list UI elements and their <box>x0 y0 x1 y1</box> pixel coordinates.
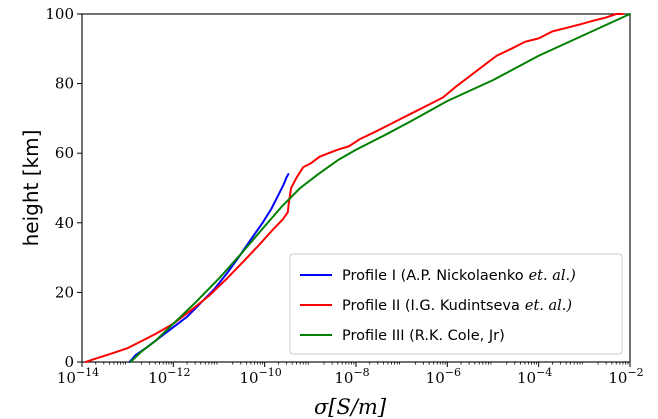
y-axis-ticks: 0 20 40 60 80 100 <box>45 5 82 371</box>
x-tick-base: 10 <box>57 369 76 387</box>
legend-entry-suffix: et. al.) <box>525 298 572 314</box>
y-axis-label: height [km] <box>19 130 43 247</box>
legend-entry-name: Profile II (I.G. Kudintseva <box>342 298 520 314</box>
series-layer <box>84 13 631 363</box>
legend-box <box>289 253 623 355</box>
y-tick-label: 100 <box>45 5 74 23</box>
x-tick-label: 10−14 <box>57 366 99 387</box>
x-tick-base: 10 <box>608 369 627 387</box>
x-tick-label: 10−8 <box>334 366 369 387</box>
series-line-2 <box>84 13 624 363</box>
x-axis-ticks: 10−14 10−12 10−10 10−8 10−6 10−4 10−2 <box>57 362 644 387</box>
x-tick-exponent: −4 <box>536 366 552 379</box>
x-tick-label: 10−12 <box>148 366 190 387</box>
legend-entry-name: Profile III (R.K. Cole, Jr) <box>342 328 505 344</box>
x-tick-exponent: −10 <box>259 366 282 379</box>
legend-entry-suffix: et. al.) <box>529 268 576 284</box>
x-tick-base: 10 <box>148 369 167 387</box>
x-tick-exponent: −14 <box>76 366 99 379</box>
x-tick-exponent: −8 <box>353 366 369 379</box>
x-tick-label: 10−6 <box>426 366 461 387</box>
x-tick-exponent: −2 <box>627 366 643 379</box>
legend-entry: Profile III (R.K. Cole, Jr) <box>342 328 505 344</box>
legend-entry: Profile II (I.G. Kudintseva et. al.) <box>342 298 572 314</box>
y-tick-label: 20 <box>55 283 74 301</box>
y-tick-label: 0 <box>64 353 74 371</box>
x-tick-exponent: −12 <box>167 366 190 379</box>
y-tick-label: 80 <box>55 75 74 93</box>
x-tick-label: 10−4 <box>517 366 552 387</box>
x-tick-base: 10 <box>426 369 445 387</box>
x-tick-base: 10 <box>240 369 259 387</box>
x-axis-label: σ[S/m] <box>314 395 387 419</box>
legend: Profile I (A.P. Nickolaenko et. al.)Profi… <box>289 253 623 355</box>
series-line-3 <box>129 13 631 363</box>
y-tick-label: 60 <box>55 144 74 162</box>
y-tick-label: 40 <box>55 214 74 232</box>
x-tick-base: 10 <box>517 369 536 387</box>
x-tick-exponent: −6 <box>445 366 461 379</box>
x-tick-label: 10−10 <box>240 366 282 387</box>
legend-entry: Profile I (A.P. Nickolaenko et. al.) <box>342 268 576 284</box>
x-tick-label: 10−2 <box>608 366 643 387</box>
series-line-1 <box>128 173 290 363</box>
x-tick-base: 10 <box>334 369 353 387</box>
legend-entry-name: Profile I (A.P. Nickolaenko <box>342 268 524 284</box>
